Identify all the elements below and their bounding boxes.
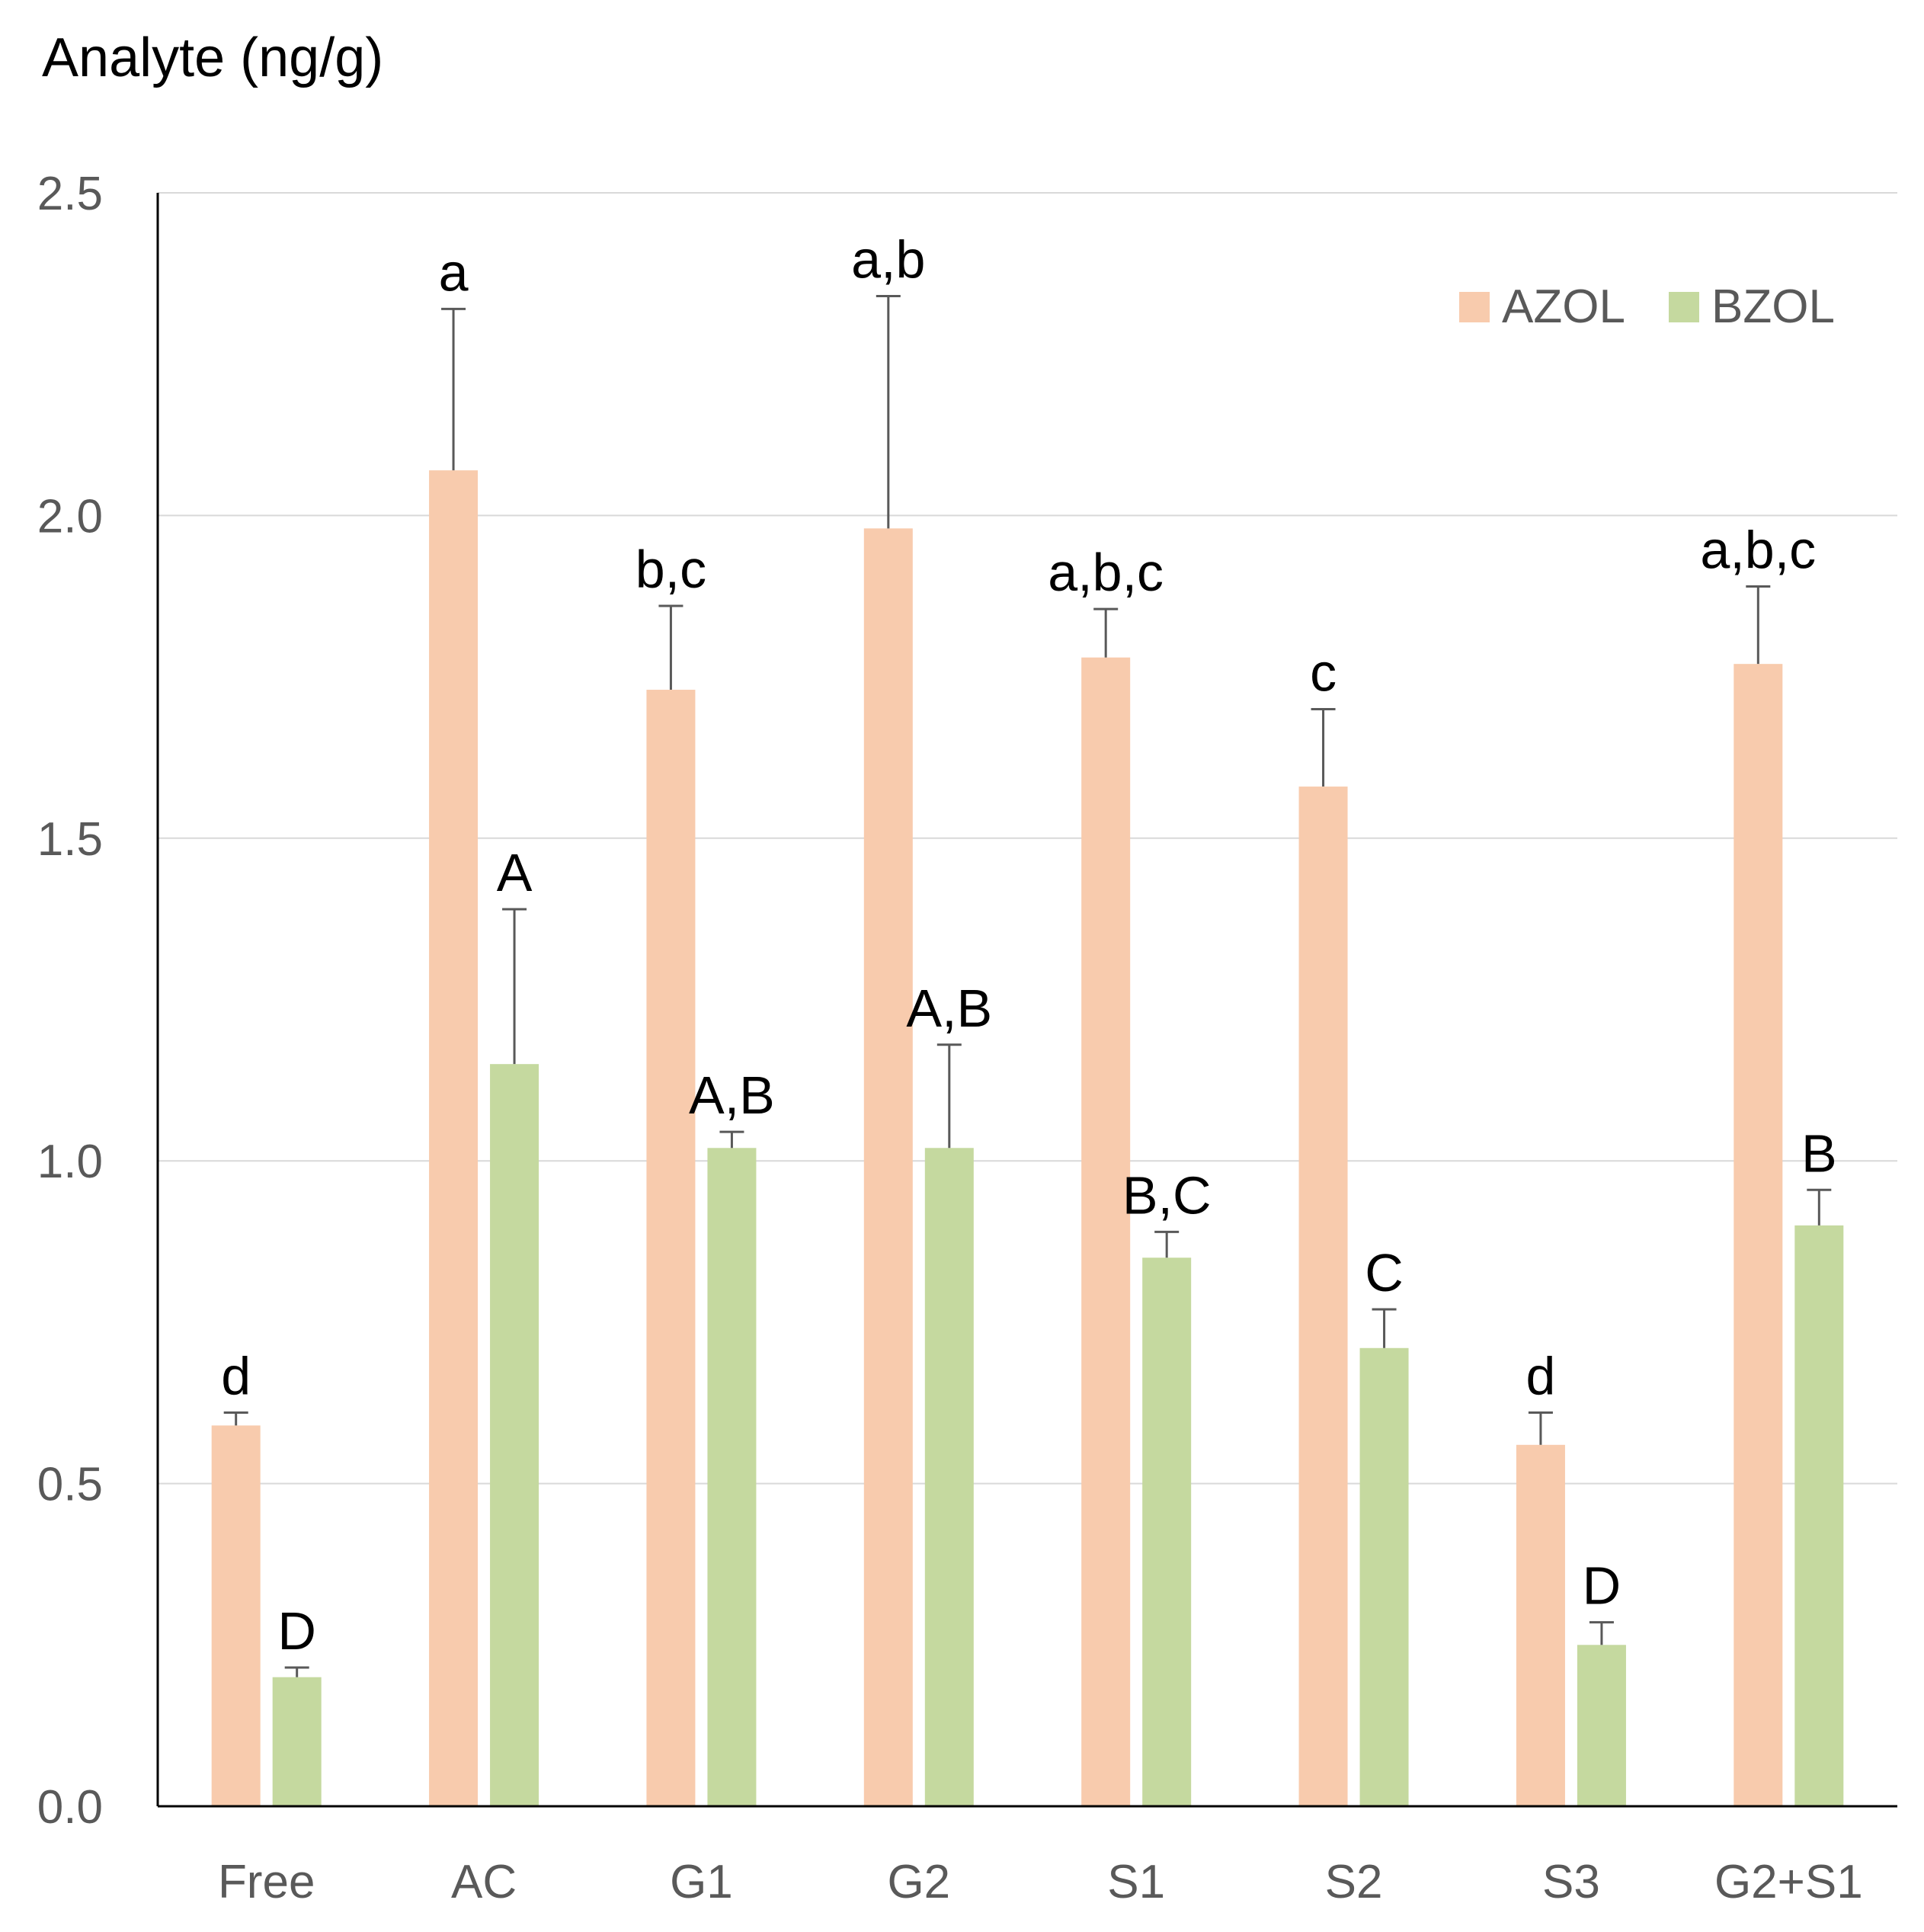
significance-letter: a — [439, 242, 469, 302]
bar-azol-g2 — [863, 528, 913, 1807]
x-tick-label: S2 — [1325, 1856, 1383, 1908]
bars — [211, 470, 1844, 1807]
x-tick-label: G1 — [670, 1856, 733, 1908]
x-tick-label: G2+S1 — [1714, 1856, 1863, 1908]
legend-swatch-bzol — [1669, 292, 1699, 322]
y-tick-label: 1.0 — [37, 1136, 103, 1188]
y-tick-label: 1.5 — [37, 813, 103, 866]
x-tick-label: G2 — [887, 1856, 950, 1908]
bar-azol-free — [211, 1425, 261, 1806]
significance-letter: A,B — [906, 979, 992, 1038]
significance-letter: b,c — [635, 540, 706, 599]
legend-swatch-azol — [1459, 292, 1490, 322]
y-tick-label: 0.5 — [37, 1459, 103, 1511]
significance-letters: d Da Ab,c A,B a,b A,B a,b,c B,C c Cd Da,b,c B — [221, 229, 1836, 1660]
significance-letter: a,b — [851, 229, 925, 289]
significance-letter: d — [1525, 1346, 1555, 1405]
bar-bzol-g2-plus-s1 — [1794, 1225, 1844, 1806]
bar-bzol-s1 — [1142, 1258, 1192, 1806]
gridlines — [158, 192, 1897, 1485]
y-tick-label: 2.5 — [37, 168, 103, 220]
x-tick-label: AC — [451, 1856, 517, 1908]
chart-title: Analyte (ng/g) — [42, 27, 383, 88]
y-tick-label: 2.0 — [37, 490, 103, 543]
bar-bzol-g2 — [924, 1148, 974, 1806]
bar-azol-s3 — [1516, 1444, 1565, 1806]
significance-letter: B,C — [1122, 1165, 1212, 1225]
bar-bzol-s2 — [1359, 1347, 1409, 1806]
x-tick-label: Free — [218, 1856, 315, 1908]
y-tick-label: 0.0 — [37, 1781, 103, 1834]
significance-letter: d — [221, 1346, 251, 1405]
error-bars — [223, 294, 1832, 1677]
significance-letter: C — [1365, 1243, 1404, 1302]
significance-letter: D — [277, 1601, 316, 1661]
bar-azol-g1 — [646, 690, 696, 1806]
bar-bzol-free — [272, 1677, 322, 1806]
legend: AZOL BZOL — [1459, 280, 1835, 333]
bar-bzol-g1 — [707, 1148, 757, 1806]
x-tick-label: S1 — [1107, 1856, 1165, 1908]
significance-letter: D — [1583, 1556, 1621, 1616]
bar-azol-ac — [429, 470, 479, 1806]
significance-letter: A,B — [689, 1065, 775, 1125]
legend-label-azol: AZOL — [1502, 280, 1625, 333]
significance-letter: A — [497, 843, 533, 902]
bar-bzol-ac — [490, 1064, 539, 1806]
significance-letter: a,b,c — [1048, 543, 1164, 602]
legend-label-bzol: BZOL — [1711, 280, 1835, 333]
significance-letter: c — [1310, 642, 1337, 702]
bar-azol-g2-plus-s1 — [1734, 664, 1783, 1806]
bar-azol-s2 — [1298, 787, 1348, 1806]
significance-letter: a,b,c — [1700, 521, 1816, 580]
bar-azol-s1 — [1081, 657, 1131, 1806]
bar-bzol-s3 — [1577, 1645, 1626, 1806]
axes — [156, 193, 1897, 1808]
significance-letter: B — [1801, 1123, 1837, 1183]
x-tick-label: S3 — [1542, 1856, 1600, 1908]
